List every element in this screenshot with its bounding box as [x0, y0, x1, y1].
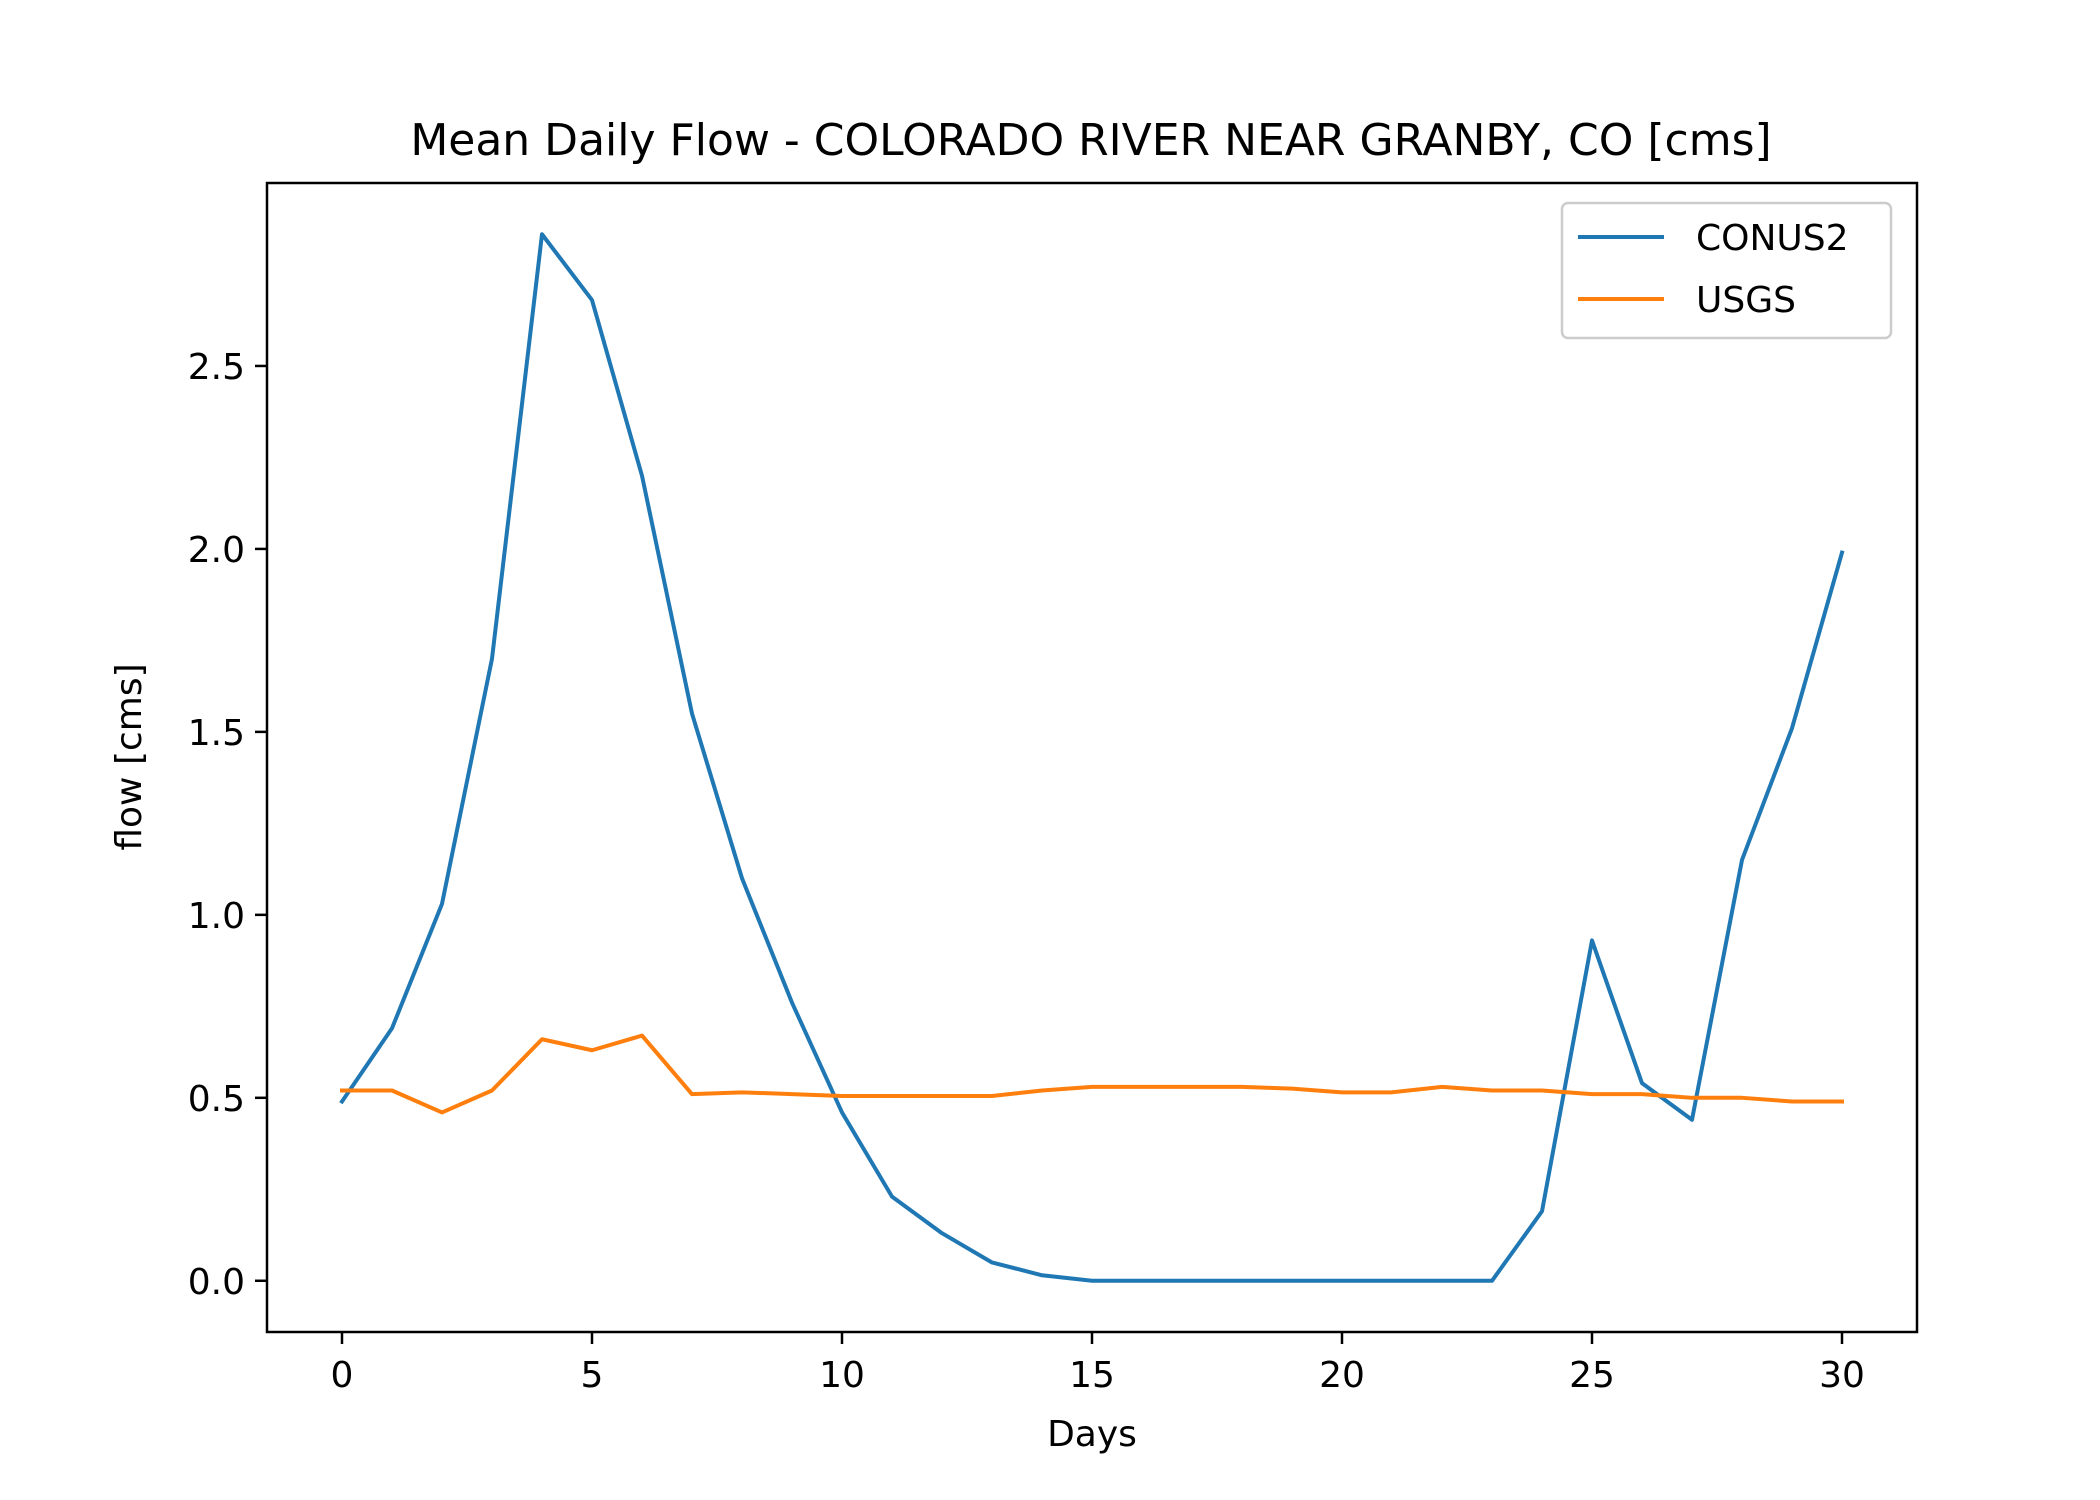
- y-tick-label: 0.0: [188, 1262, 245, 1303]
- y-axis-label: flow [cms]: [109, 663, 150, 850]
- x-tick-label: 5: [581, 1355, 604, 1396]
- x-tick-label: 10: [819, 1355, 865, 1396]
- y-tick-label: 1.5: [188, 713, 245, 754]
- y-tick-label: 0.5: [188, 1079, 245, 1120]
- x-tick-label: 0: [331, 1355, 354, 1396]
- series-line-usgs: [340, 1033, 1844, 1115]
- legend-label-usgs: USGS: [1696, 280, 1796, 321]
- y-tick-label: 1.0: [188, 896, 245, 937]
- y-axis: 0.0 0.5 1.0 1.5 2.0 2.5: [188, 347, 267, 1303]
- y-tick-label: 2.0: [188, 530, 245, 571]
- series-line-conus2: [339, 232, 1845, 1283]
- legend-label-conus2: CONUS2: [1696, 218, 1849, 259]
- x-tick-label: 30: [1819, 1355, 1865, 1396]
- x-tick-label: 25: [1569, 1355, 1615, 1396]
- plot-frame: [265, 181, 1919, 1334]
- x-axis: 0 5 10 15 20 25 30: [331, 1332, 1865, 1396]
- legend: CONUS2 USGS: [1560, 201, 1893, 340]
- series-layer: [339, 232, 1845, 1283]
- chart-title: Mean Daily Flow - COLORADO RIVER NEAR GR…: [410, 115, 1771, 166]
- x-tick-label: 15: [1069, 1355, 1115, 1396]
- y-tick-label: 2.5: [188, 347, 245, 388]
- x-tick-label: 20: [1319, 1355, 1365, 1396]
- x-axis-label: Days: [1047, 1414, 1137, 1455]
